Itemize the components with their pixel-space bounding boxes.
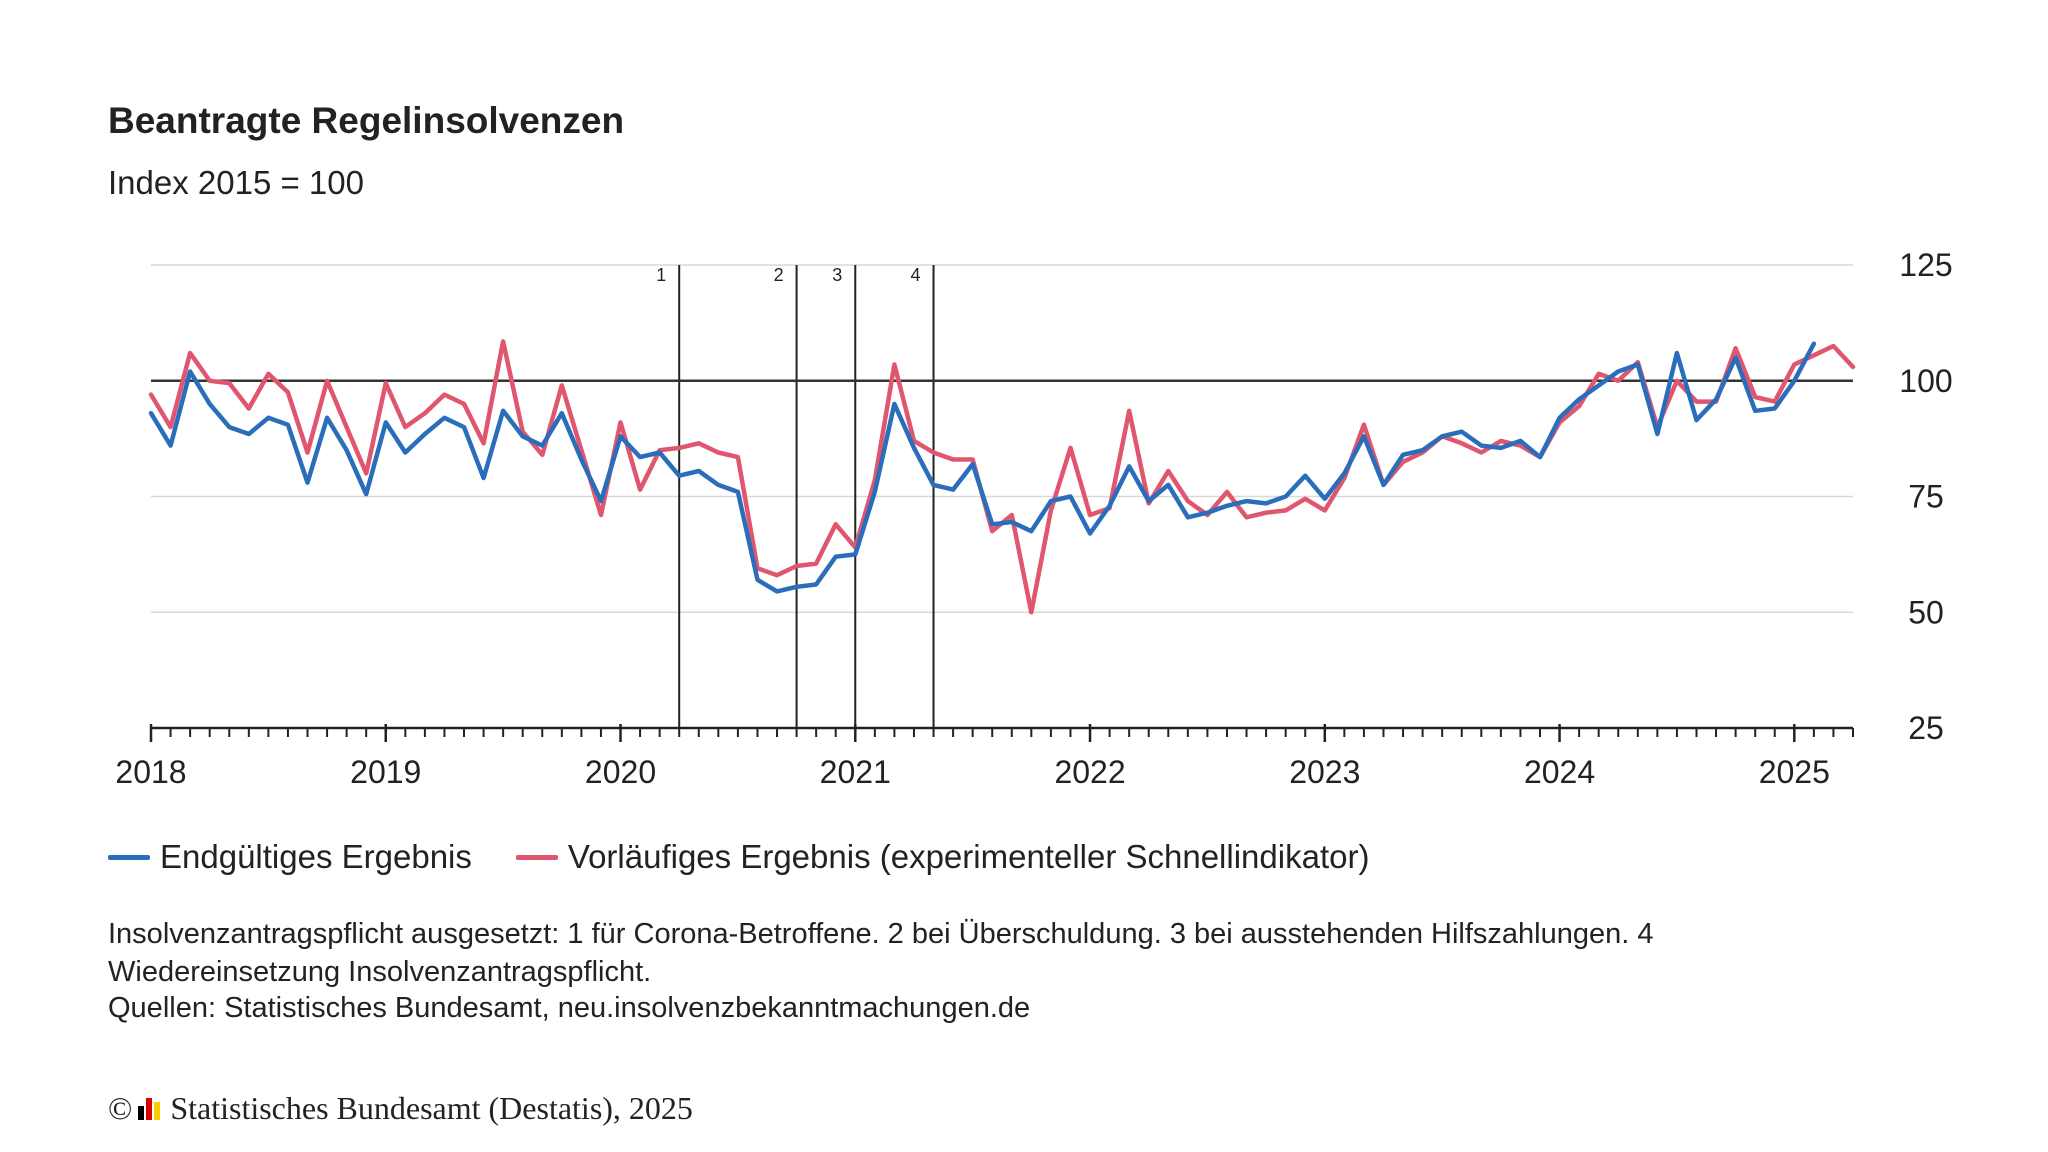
- y-tick-label: 125: [1899, 247, 1952, 283]
- x-tick-label: 2021: [820, 754, 891, 790]
- x-tick-label: 2019: [350, 754, 421, 790]
- y-tick-label: 75: [1908, 479, 1944, 515]
- series-line-preliminary: [148, 339, 1856, 615]
- legend-swatch-preliminary: [515, 854, 558, 860]
- x-tick-label: 2025: [1759, 754, 1830, 790]
- x-tick-label: 2022: [1054, 754, 1125, 790]
- copyright-footer: © Statistisches Bundesamt (Destatis), 20…: [108, 1090, 693, 1127]
- legend: Endgültiges Ergebnis Vorläufiges Ergebni…: [108, 838, 1413, 876]
- destatis-logo-icon: [138, 1097, 162, 1120]
- copyright-text: Statistisches Bundesamt (Destatis), 2025: [170, 1090, 693, 1126]
- legend-item-preliminary: Vorläufiges Ergebnis (experimenteller Sc…: [515, 838, 1370, 876]
- event-marker-label-4: 4: [911, 265, 921, 285]
- series-lines: [148, 339, 1856, 615]
- y-tick-label: 25: [1908, 710, 1944, 746]
- y-tick-label: 50: [1908, 594, 1944, 630]
- x-tick-label: 2020: [585, 754, 656, 790]
- grid-lines: [151, 264, 1853, 613]
- chart-title: Beantragte Regelinsolvenzen: [108, 100, 625, 141]
- footnote: Insolvenzantragspflicht ausgesetzt: 1 fü…: [108, 918, 1654, 988]
- event-marker-label-1: 1: [656, 265, 666, 285]
- event-markers: 1 2 3 4: [656, 265, 935, 728]
- x-tick-label: 2018: [115, 754, 186, 790]
- line-chart: 1 2 3 4 2018 2019 2020 2021 2022 2023 2024 2025 25…: [115, 247, 1952, 790]
- series-line-final: [148, 341, 1817, 594]
- legend-label-final: Endgültiges Ergebnis: [160, 838, 472, 875]
- legend-swatch-final: [108, 854, 150, 860]
- y-tick-label: 100: [1899, 363, 1952, 399]
- copyright-symbol: ©: [108, 1090, 133, 1126]
- legend-label-preliminary: Vorläufiges Ergebnis (experimenteller Sc…: [567, 838, 1370, 875]
- y-axis-ticks: 25 50 75 100 125: [1899, 247, 1952, 746]
- x-tick-label: 2023: [1289, 754, 1360, 790]
- legend-item-final: Endgültiges Ergebnis: [108, 838, 472, 876]
- chart-subtitle: Index 2015 = 100: [108, 164, 364, 201]
- x-tick-label: 2024: [1524, 754, 1595, 790]
- event-marker-label-3: 3: [832, 265, 842, 285]
- x-axis: 2018 2019 2020 2021 2022 2023 2024 2025: [115, 724, 1854, 790]
- event-marker-label-2: 2: [774, 265, 784, 285]
- source-note: Quellen: Statistisches Bundesamt, neu.in…: [108, 992, 1031, 1024]
